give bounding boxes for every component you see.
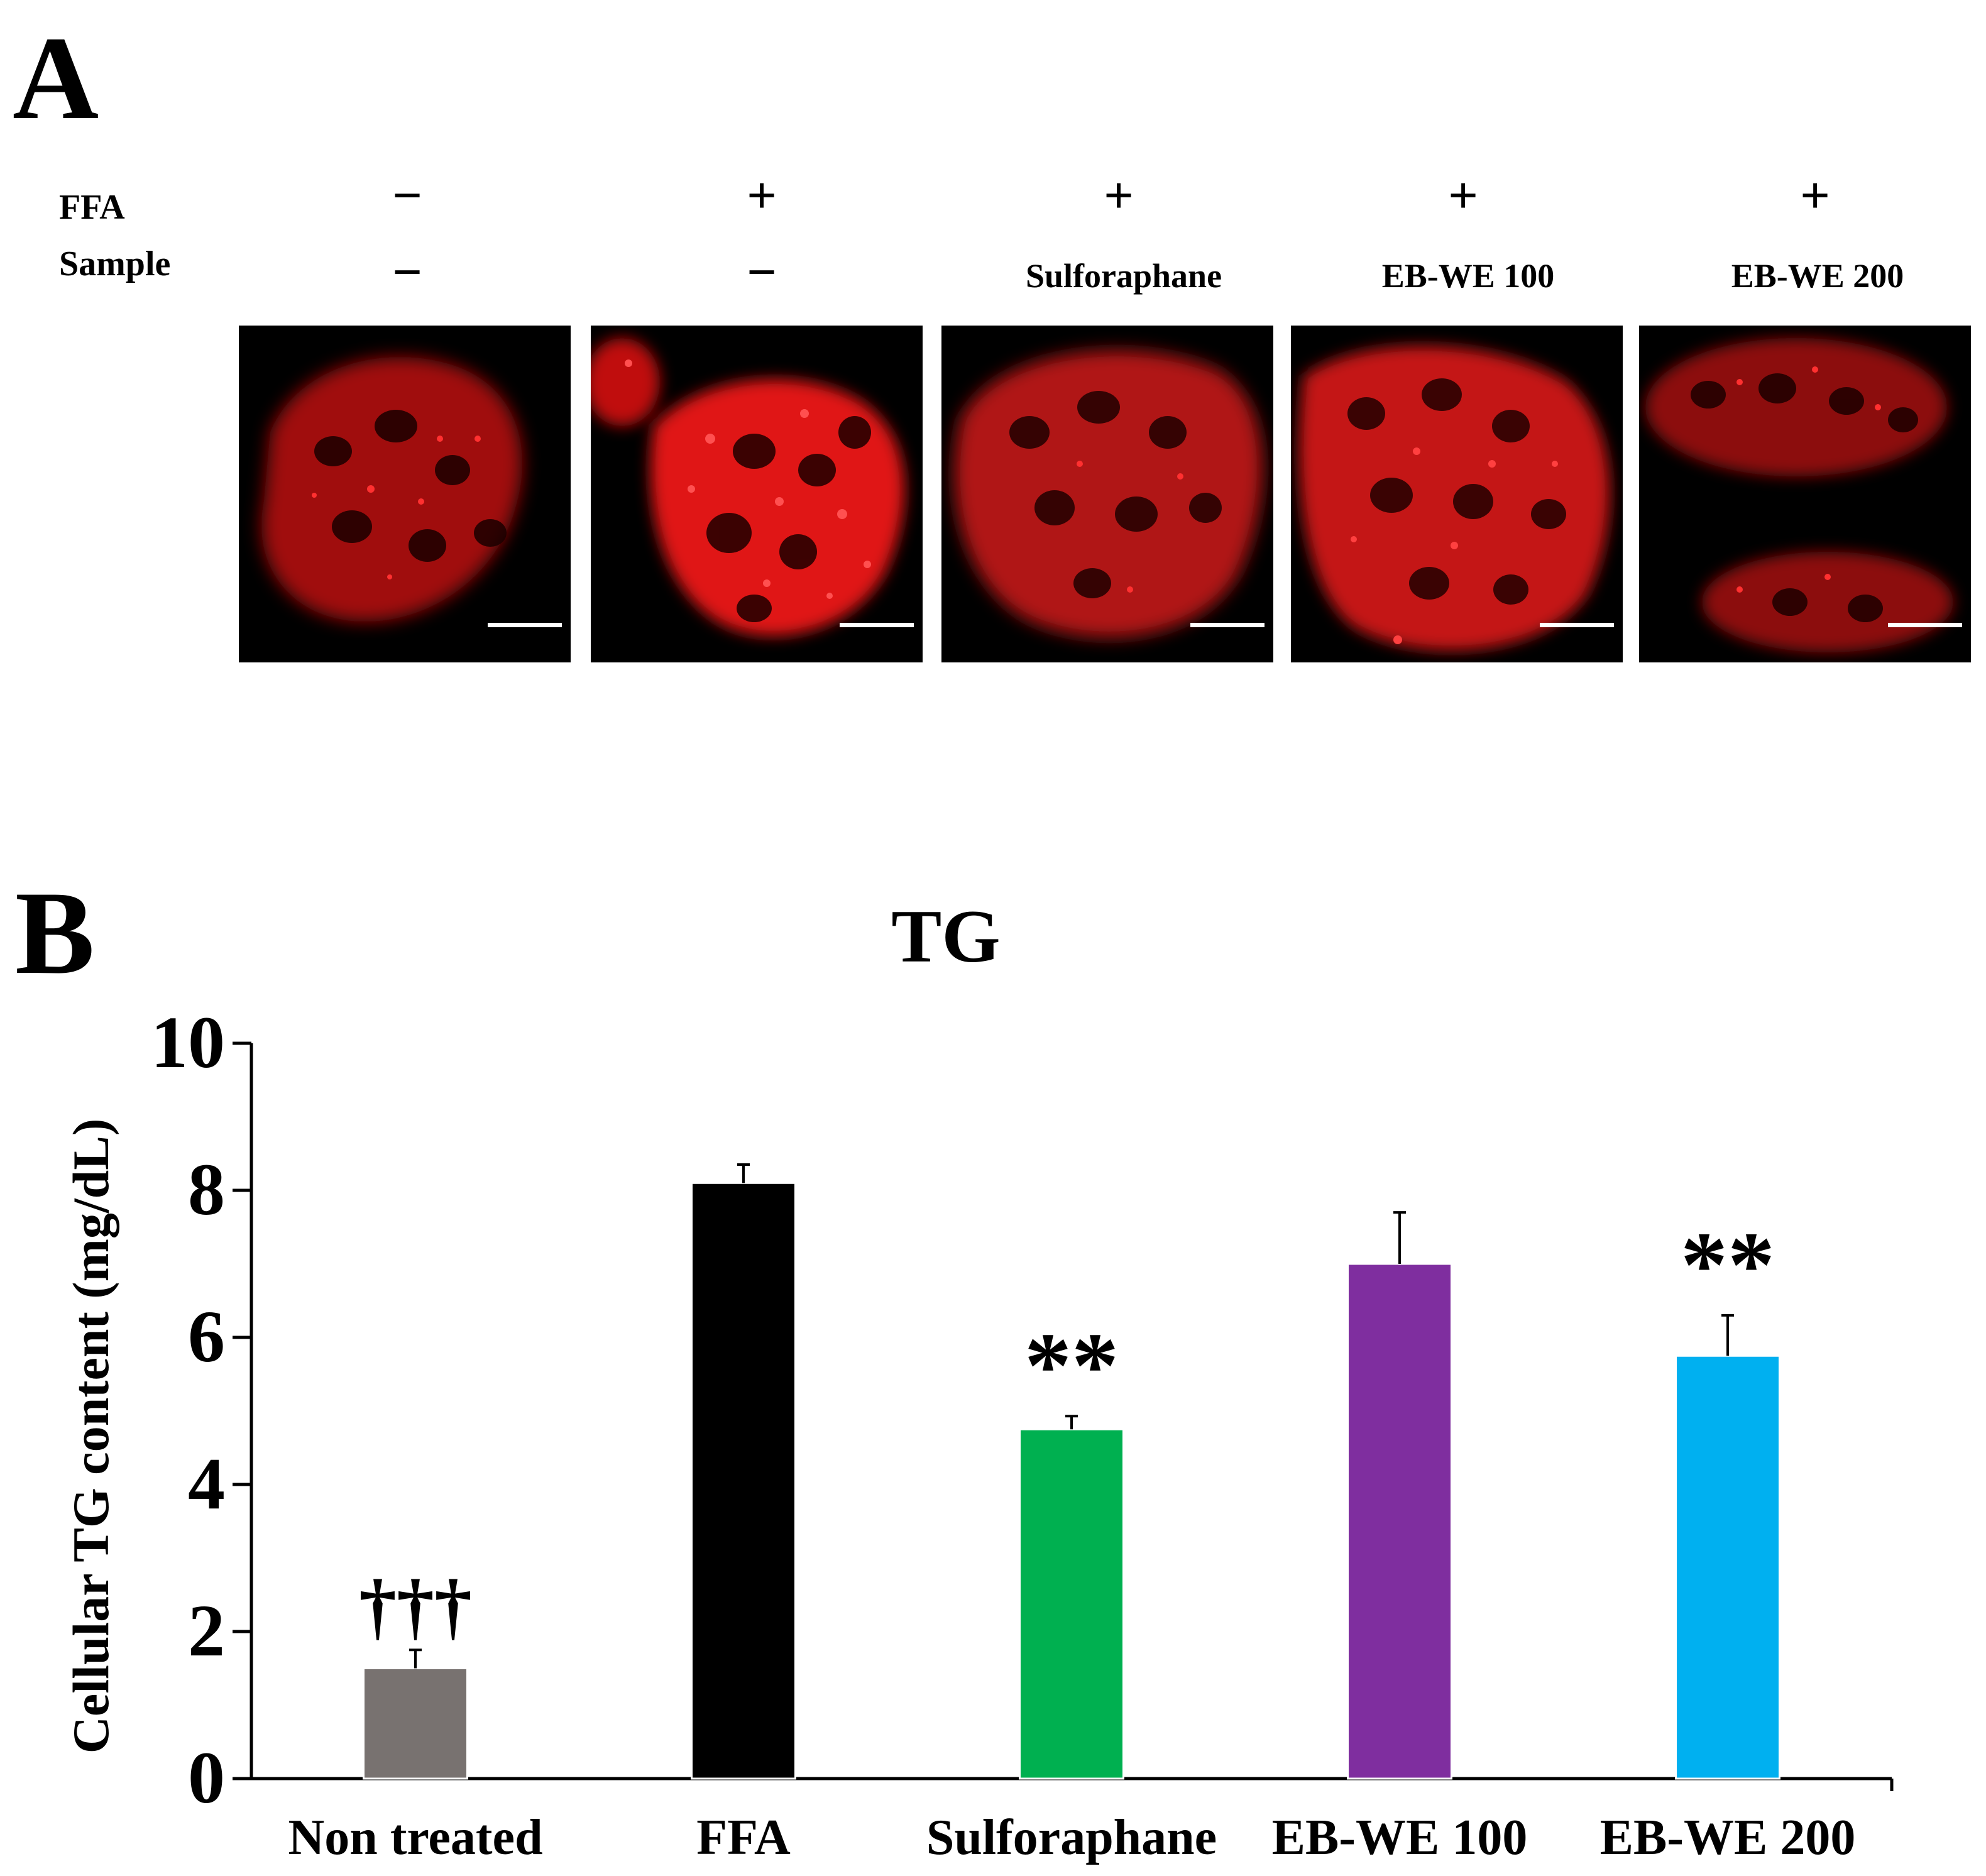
sample-name-4: EB-WE 100	[1381, 257, 1555, 295]
bars: ††† ** **	[359, 1163, 1780, 1780]
sample-row-label: Sample	[59, 244, 171, 283]
x-tick-label-4: EB-WE 200	[1600, 1810, 1856, 1865]
sample-sign-2: −	[747, 243, 777, 302]
bar-4	[1675, 1354, 1780, 1780]
y-axis-label: Cellular TG content (mg/dL)	[62, 1119, 119, 1754]
x-axis: Non treated FFA Sulforaphane EB-WE 100 EB-WE…	[251, 1777, 1894, 1865]
significance-label-0: †††	[359, 1564, 472, 1647]
y-tick-label: 10	[151, 1001, 225, 1083]
y-tick-label: 0	[188, 1736, 225, 1819]
ffa-sign-2: +	[747, 167, 777, 225]
ffa-sign-3: +	[1104, 167, 1134, 225]
bar-3	[1347, 1263, 1452, 1780]
significance-label-2: **	[1024, 1314, 1119, 1418]
scale-bar	[840, 623, 914, 627]
y-tick-label: 4	[188, 1442, 225, 1525]
y-tick-label: 8	[188, 1148, 225, 1231]
x-tick-label-2: Sulforaphane	[926, 1810, 1217, 1865]
sample-name-3: Sulforaphane	[1025, 257, 1222, 295]
bar-1	[691, 1182, 796, 1780]
x-tick-label-1: FFA	[696, 1810, 791, 1865]
scale-bar	[1540, 623, 1614, 627]
sample-sign-1: −	[392, 243, 422, 302]
tg-bar-chart: TG Cellular TG content (mg/dL) 0 2 4 6 8 10 N…	[62, 894, 1894, 1865]
micrograph-sulforaphane	[941, 326, 1273, 662]
ffa-sign-5: +	[1800, 167, 1830, 225]
micrograph-ffa	[591, 326, 923, 662]
micrograph-image	[261, 357, 522, 622]
chart-title: TG	[891, 894, 1000, 978]
ffa-sign-4: +	[1448, 167, 1478, 225]
ffa-row-label: FFA	[59, 188, 125, 227]
significance-label-4: **	[1681, 1213, 1775, 1317]
bar-0	[363, 1667, 468, 1780]
scale-bar	[1888, 623, 1962, 627]
scale-bar	[488, 623, 562, 627]
panel-a-label: A	[13, 13, 99, 145]
y-axis: 0 2 4 6 8 10	[151, 1001, 253, 1819]
panel-b-label: B	[15, 867, 95, 999]
ffa-sign-1: −	[392, 167, 422, 225]
micrograph-eb-we-200	[1639, 326, 1971, 662]
y-tick-label: 2	[188, 1589, 225, 1672]
scale-bar	[1190, 623, 1265, 627]
x-tick-label-3: EB-WE 100	[1272, 1810, 1528, 1865]
micrograph-eb-we-100	[1291, 326, 1623, 662]
micrograph-image	[591, 338, 905, 636]
x-tick-label-0: Non treated	[288, 1810, 542, 1865]
sample-name-5: EB-WE 200	[1731, 257, 1904, 295]
y-tick-label: 6	[188, 1295, 225, 1378]
micrograph-image	[1645, 338, 1953, 652]
bar-2	[1019, 1428, 1124, 1780]
micrograph-image	[1298, 346, 1610, 651]
micrograph-image	[954, 350, 1263, 638]
micrograph-non-treated	[239, 326, 571, 662]
